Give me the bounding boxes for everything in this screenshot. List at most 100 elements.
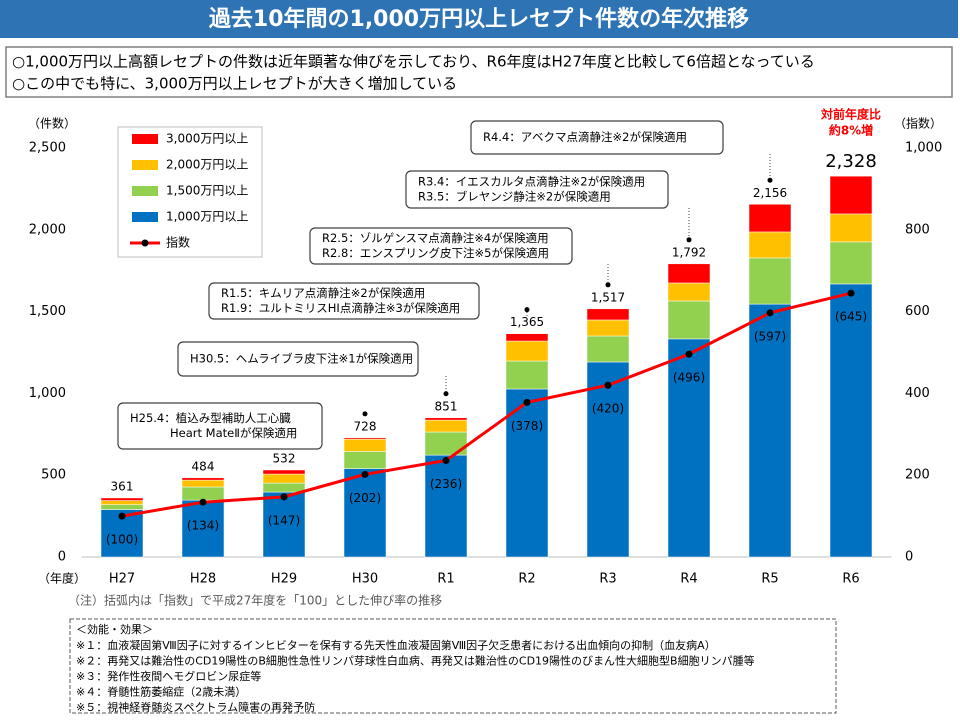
summary-line: ○1,000万円以上高額レセプトの件数は近年顕著な伸びを示しており、R6年度はH… bbox=[12, 53, 815, 71]
bar-segment bbox=[829, 241, 873, 285]
bar-segment bbox=[424, 419, 468, 433]
y2-tick-label: 800 bbox=[905, 222, 930, 237]
bar-segment bbox=[100, 497, 144, 501]
annotation-dot bbox=[767, 177, 773, 183]
bar-segment bbox=[667, 282, 711, 302]
index-label: (597) bbox=[754, 329, 786, 343]
x-tick-label: H30 bbox=[352, 572, 378, 587]
annotation-text: H25.4：植込み型補助人工心臓 bbox=[130, 411, 291, 425]
index-label: (147) bbox=[268, 513, 300, 527]
summary-box bbox=[5, 46, 953, 98]
index-label: (236) bbox=[430, 477, 462, 491]
total-label: 1,517 bbox=[591, 290, 625, 304]
bar-segment bbox=[424, 454, 468, 558]
bar-segment bbox=[343, 468, 387, 558]
index-label: (100) bbox=[106, 533, 138, 547]
total-label: 851 bbox=[435, 399, 458, 413]
legend-dot bbox=[141, 239, 149, 247]
annotation-dot bbox=[605, 282, 611, 288]
legend-swatch bbox=[132, 186, 158, 196]
highlight-text: 約8%増 bbox=[829, 123, 873, 138]
legend-label: 1,500万円以上 bbox=[166, 184, 248, 198]
bar-segment bbox=[262, 482, 306, 493]
bar-segment bbox=[343, 438, 387, 452]
annotation-dot bbox=[524, 307, 530, 313]
annotation-text: R4.4：アベクマ点滴静注※2が保険適用 bbox=[483, 130, 687, 144]
footer-item: ※１：血液凝固第Ⅷ因子に対するインヒビターを保有する先天性血液凝固第Ⅷ因子欠乏患… bbox=[76, 638, 716, 652]
legend-swatch bbox=[132, 134, 158, 144]
x-tick-label: R1 bbox=[437, 572, 454, 587]
index-point bbox=[766, 309, 774, 317]
bar-segment bbox=[343, 437, 387, 440]
bar-segment bbox=[262, 469, 306, 475]
bar-segment bbox=[829, 283, 873, 558]
bar-segment bbox=[586, 308, 630, 321]
total-label: 1,365 bbox=[510, 315, 544, 329]
footer-item: ※２：再発又は難治性のCD19陽性のB細胞性急性リンパ芽球性白血病、再発又は難治… bbox=[76, 654, 755, 668]
bar-segment bbox=[181, 486, 225, 501]
bar-segment bbox=[262, 473, 306, 484]
bar-segment bbox=[748, 257, 792, 305]
page-title: 過去10年間の1,000万円以上レセプト件数の年次推移 bbox=[209, 6, 749, 32]
total-label: 532 bbox=[273, 451, 296, 465]
bar-segment bbox=[343, 451, 387, 469]
y2-tick-label: 0 bbox=[905, 550, 913, 565]
annotation-text: Heart MateⅡが保険適用 bbox=[170, 426, 297, 440]
annotation-box bbox=[470, 120, 724, 155]
annotation-box bbox=[405, 170, 669, 209]
bar-segment bbox=[505, 360, 549, 390]
bar-segment bbox=[829, 213, 873, 243]
note: （注）括弧内は「指数」で平成27年度を「100」とした伸び率の推移 bbox=[68, 593, 442, 608]
bar-segment bbox=[424, 417, 468, 421]
footer-box bbox=[69, 618, 837, 714]
footer-item: ※３：発作性夜間ヘモグロビン尿症等 bbox=[76, 669, 261, 683]
bar-segment bbox=[586, 319, 630, 337]
index-line bbox=[121, 291, 852, 518]
bar-segment bbox=[181, 499, 225, 558]
x-axis-label: （年度） bbox=[38, 571, 86, 586]
index-label: (134) bbox=[187, 519, 219, 533]
bar-segment bbox=[667, 338, 711, 558]
footer-item: ※５：視神経脊髄炎スペクトラム障害の再発予防 bbox=[76, 700, 315, 714]
x-tick-label: R5 bbox=[761, 572, 778, 587]
y-tick-label: 500 bbox=[41, 468, 66, 483]
annotation-box bbox=[117, 402, 323, 450]
x-tick-label: R2 bbox=[518, 572, 535, 587]
index-point bbox=[280, 493, 288, 501]
index-point bbox=[685, 350, 693, 358]
legend-label: 2,000万円以上 bbox=[166, 158, 248, 172]
bar-segment bbox=[748, 231, 792, 259]
bar-segment bbox=[505, 340, 549, 362]
total-label: 484 bbox=[192, 459, 215, 473]
index-point bbox=[361, 470, 369, 478]
total-label: 728 bbox=[354, 419, 377, 433]
bar-segment bbox=[667, 300, 711, 340]
index-label: (496) bbox=[673, 371, 705, 385]
footer-heading: ＜効能・効果＞ bbox=[76, 622, 153, 636]
x-tick-label: R6 bbox=[842, 572, 859, 587]
total-label: 2,328 bbox=[825, 151, 877, 172]
annotation-text: H30.5：ヘムライブラ皮下注※1が保険適用 bbox=[190, 352, 413, 366]
summary-line: ○この中でも特に、3,000万円以上レセプトが大きく増加している bbox=[12, 75, 457, 93]
total-label: 361 bbox=[111, 479, 134, 493]
bar-segment bbox=[181, 477, 225, 481]
total-label: 2,156 bbox=[753, 186, 787, 200]
annotation-text: R3.5：ブレヤンジ静注※2が保険適用 bbox=[418, 190, 611, 204]
x-tick-label: H28 bbox=[190, 572, 216, 587]
bar-segment bbox=[505, 333, 549, 342]
y-axis-label: （件数） bbox=[28, 116, 76, 131]
annotation-box bbox=[208, 282, 480, 320]
annotation-text: R3.4：イエスカルタ点滴静注※2が保険適用 bbox=[418, 175, 645, 189]
y2-tick-label: 600 bbox=[905, 304, 930, 319]
annotation-dot bbox=[362, 411, 368, 417]
annotation-box bbox=[177, 341, 419, 377]
y-tick-label: 2,500 bbox=[29, 141, 66, 156]
y2-axis-label: （指数） bbox=[894, 116, 942, 131]
bar-segment bbox=[829, 175, 873, 215]
y-tick-label: 1,000 bbox=[29, 386, 66, 401]
bar-segment bbox=[748, 204, 792, 233]
y-tick-label: 0 bbox=[58, 550, 66, 565]
annotation-dot bbox=[443, 391, 449, 397]
bar-segment bbox=[586, 361, 630, 558]
